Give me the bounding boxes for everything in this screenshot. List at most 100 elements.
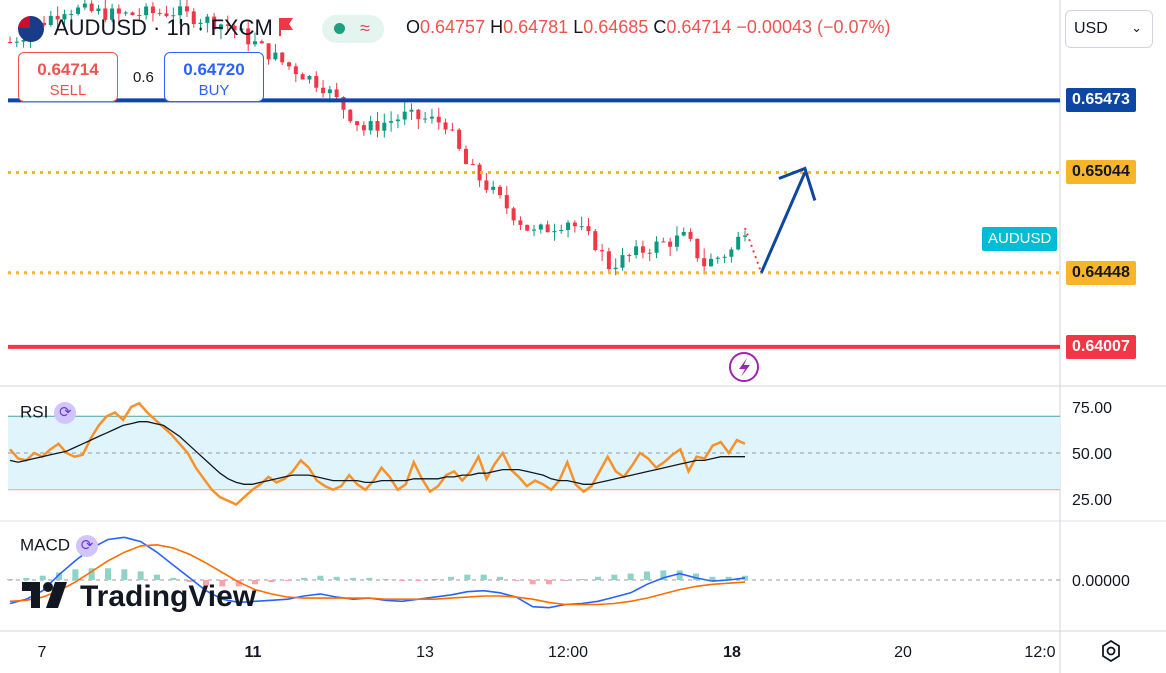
- high-value: 0.64781: [503, 17, 569, 37]
- macd-hist-bar: [644, 571, 650, 580]
- candle-body: [382, 122, 387, 131]
- macd-hist-bar: [252, 580, 258, 585]
- refresh-icon[interactable]: ⟳: [54, 402, 77, 424]
- macd-hist-bar: [448, 576, 454, 580]
- macd-hist-bar: [415, 580, 422, 582]
- price-level-label: 0.64448: [1066, 260, 1136, 285]
- change-value: −0.00043 (−0.07%): [736, 17, 891, 37]
- tradingview-logo[interactable]: TradingView: [22, 580, 256, 616]
- macd-hist-bar: [480, 574, 487, 580]
- flag-icon[interactable]: [277, 17, 295, 37]
- projection-dotted-line: [744, 227, 763, 274]
- rsi-ma-line: [9, 421, 745, 485]
- macd-hist-bar: [578, 578, 585, 580]
- chart-header: AUDUSD · 1h · FXCM ≈ O0.64757 H0.64781 L…: [0, 0, 1000, 56]
- macd-hist-bar: [399, 580, 405, 582]
- candle-body: [184, 6, 189, 12]
- market-status-pill[interactable]: ≈: [322, 15, 384, 43]
- candle-body: [572, 222, 577, 227]
- candle-body: [518, 220, 523, 225]
- sell-price: 0.64714: [37, 60, 99, 79]
- candle-body: [559, 229, 564, 232]
- candle-body: [600, 250, 605, 252]
- candle-body: [327, 89, 332, 94]
- settings-gear-icon[interactable]: [1100, 640, 1122, 662]
- candle-body: [395, 119, 400, 122]
- macd-hist-bar: [72, 569, 79, 580]
- macd-hist-bar: [88, 568, 95, 580]
- candle-body: [48, 15, 53, 26]
- rsi-legend[interactable]: RSI ⟳: [20, 402, 77, 424]
- candle-body: [504, 195, 509, 209]
- low-label: L: [573, 17, 584, 37]
- chevron-down-icon: ⌄: [1131, 20, 1142, 35]
- candle-body: [681, 231, 686, 236]
- candle-body: [579, 226, 584, 228]
- projection-arrow-line: [759, 171, 807, 274]
- candle-body: [736, 236, 741, 250]
- spread-value: 0.6: [133, 69, 154, 86]
- candle-body: [613, 267, 618, 270]
- candle-body: [695, 238, 700, 259]
- candle-body: [463, 148, 468, 165]
- macd-hist-bar: [595, 576, 601, 580]
- open-label: O: [406, 17, 421, 37]
- macd-hist-bar: [105, 568, 111, 580]
- candle-body: [416, 109, 421, 120]
- candle-body: [498, 186, 502, 196]
- wave-icon: ≈: [360, 18, 370, 38]
- tradingview-logo-icon: [22, 582, 67, 608]
- macd-hist-bar: [268, 580, 275, 583]
- price-level-label: 0.65044: [1066, 160, 1136, 185]
- candle-body: [42, 22, 47, 26]
- sell-label: SELL: [49, 82, 87, 99]
- macd-hist-bar: [725, 576, 732, 580]
- candle-body: [21, 40, 26, 42]
- macd-legend[interactable]: MACD ⟳: [20, 535, 99, 557]
- close-label: C: [653, 17, 667, 37]
- macd-hist-bar: [56, 572, 62, 580]
- candle-body: [409, 109, 414, 112]
- macd-hist-bar: [121, 569, 128, 580]
- candle-body: [171, 15, 176, 17]
- rsi-tick-label: 50.00: [1072, 446, 1112, 463]
- candle-body: [137, 15, 142, 17]
- sell-button[interactable]: 0.64714 SELL: [18, 52, 118, 102]
- macd-hist-bar: [693, 573, 699, 580]
- candle-body: [225, 24, 230, 26]
- candle-body: [566, 222, 571, 230]
- buy-button[interactable]: 0.64720 BUY: [164, 52, 264, 102]
- macd-hist-bar: [382, 578, 389, 580]
- candles-group: [8, 0, 747, 276]
- refresh-icon[interactable]: ⟳: [76, 535, 99, 557]
- macd-tick-label: 0.00000: [1072, 573, 1130, 590]
- candle-body: [545, 224, 550, 233]
- x-tick-label: 13: [416, 644, 434, 661]
- price-level-label: 0.65473: [1066, 88, 1136, 113]
- candle-body: [253, 41, 257, 45]
- macd-hist-bar: [333, 576, 340, 580]
- macd-hist-bar: [464, 574, 471, 580]
- symbol-title[interactable]: AUDUSD · 1h · FXCM: [54, 15, 273, 40]
- candle-body: [96, 8, 101, 12]
- x-tick-label: 20: [894, 644, 912, 661]
- candle-body: [55, 15, 60, 20]
- macd-hist-bar: [529, 580, 536, 585]
- candle-body: [606, 251, 611, 270]
- price-level-label: 0.64007: [1066, 334, 1136, 359]
- candle-body: [334, 89, 339, 98]
- candle-body: [212, 16, 217, 30]
- low-value: 0.64685: [583, 17, 649, 37]
- currency-select[interactable]: USD ⌄: [1065, 10, 1153, 48]
- macd-hist-bar: [350, 577, 356, 580]
- market-open-dot-icon: [334, 23, 345, 34]
- candle-body: [477, 164, 482, 181]
- candle-body: [538, 224, 543, 230]
- macd-hist-bar: [7, 578, 13, 580]
- candle-body: [525, 224, 530, 231]
- candle-body: [375, 121, 380, 131]
- candle-body: [355, 121, 360, 126]
- open-value: 0.64757: [420, 17, 486, 37]
- macd-hist-bar: [366, 577, 373, 580]
